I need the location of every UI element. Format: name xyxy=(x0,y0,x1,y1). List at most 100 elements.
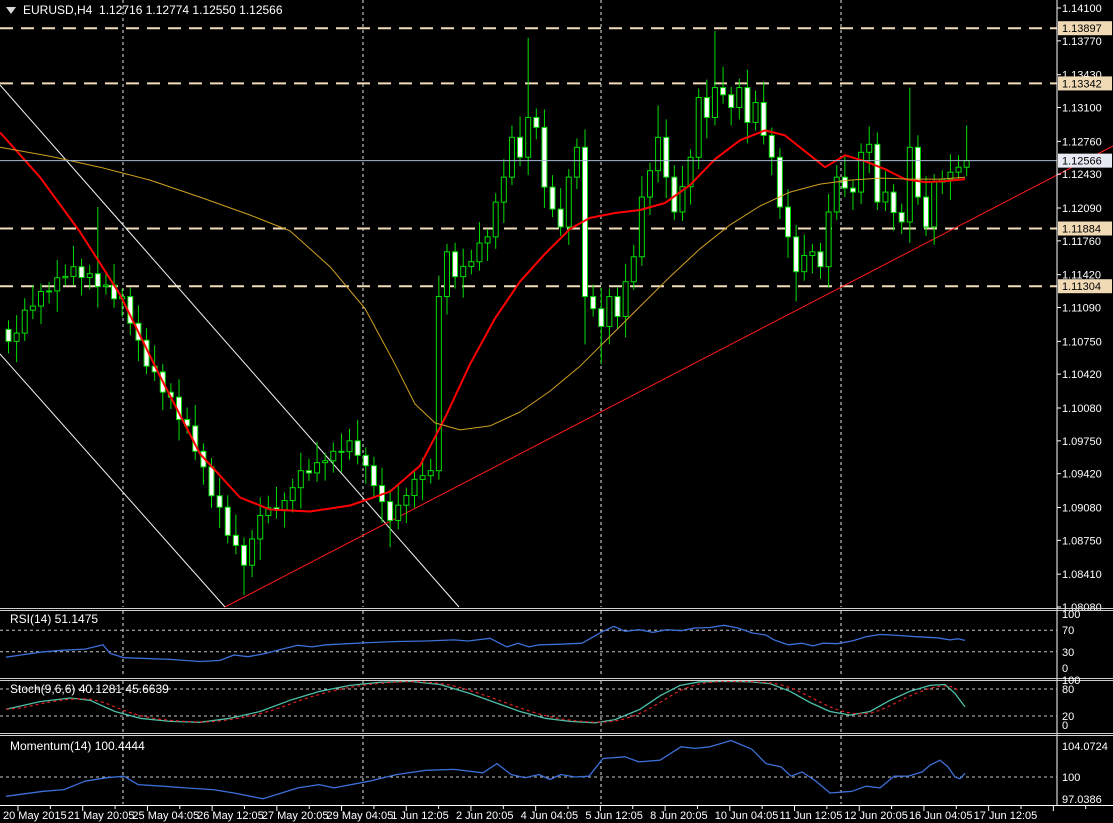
bid-price-tag xyxy=(1058,153,1112,168)
bull-candle xyxy=(435,296,442,472)
bull-candle xyxy=(630,256,637,283)
bull-candle xyxy=(736,87,743,109)
bull-candle xyxy=(419,475,426,480)
indicator-axis-label: 100 xyxy=(1062,772,1080,784)
bear-candle xyxy=(387,501,394,521)
bull-candle xyxy=(679,186,686,213)
panel-separators xyxy=(0,608,1113,806)
time-tick-label: 4 Jun 04:05 xyxy=(521,810,579,822)
bear-candle xyxy=(744,87,751,123)
bear-candle xyxy=(663,136,670,178)
bull-candle xyxy=(54,277,61,292)
bear-candle xyxy=(94,273,101,288)
bull-candle xyxy=(281,500,288,511)
bull-candle xyxy=(638,196,645,258)
bull-candle xyxy=(395,504,402,521)
trendline-channel-lower xyxy=(0,353,226,608)
bull-candle xyxy=(46,290,53,293)
bear-candle xyxy=(720,87,727,96)
bull-candle xyxy=(801,254,808,273)
bear-candle xyxy=(541,126,548,188)
bear-candle xyxy=(354,440,361,456)
price-tick-label: 1.13770 xyxy=(1062,36,1102,48)
bear-candle xyxy=(232,534,239,546)
price-tick-label: 1.11090 xyxy=(1062,303,1101,315)
time-tick-label: 17 Jun 12:05 xyxy=(974,810,1038,822)
hline-price-tag xyxy=(1058,221,1112,236)
bull-candle xyxy=(809,251,816,256)
indicator-axis-label: 100 xyxy=(1062,609,1080,621)
rsi-panel xyxy=(0,624,1057,663)
ohlc-header: EURUSD,H4 1.12716 1.12774 1.12550 1.1256… xyxy=(6,3,283,17)
price-tick-label: 1.10750 xyxy=(1062,336,1102,348)
bull-candle xyxy=(655,136,662,172)
bear-candle xyxy=(817,251,824,268)
bull-candle xyxy=(622,281,629,317)
bull-candle xyxy=(500,176,507,203)
bear-candle xyxy=(557,208,564,228)
bull-candle xyxy=(931,181,938,228)
bear-candle xyxy=(785,206,792,238)
price-tag-label: 1.13342 xyxy=(1062,78,1102,90)
bear-candle xyxy=(890,191,897,214)
bull-candle xyxy=(752,102,759,123)
symbol-dropdown-icon[interactable] xyxy=(6,6,16,14)
bull-candle xyxy=(882,191,889,203)
rsi-label: RSI(14) 51.1475 xyxy=(10,612,99,626)
stoch-label: Stoch(9,6,6) 40.1281 45.6639 xyxy=(10,682,169,696)
bull-candle xyxy=(525,116,532,158)
bear-candle xyxy=(728,94,735,109)
bull-candle xyxy=(947,171,954,180)
candles-layer xyxy=(5,30,970,596)
bull-candle xyxy=(70,266,77,277)
time-tick-label: 21 May 20:05 xyxy=(68,810,135,822)
stoch-panel xyxy=(0,681,1057,724)
price-tag-label: 1.12566 xyxy=(1062,156,1102,168)
time-tick-label: 5 Jun 12:05 xyxy=(585,810,643,822)
bear-candle xyxy=(768,134,775,158)
stoch-signal-line xyxy=(5,681,961,723)
bull-candle xyxy=(37,291,44,307)
ohlc-header-text: EURUSD,H4 1.12716 1.12774 1.12550 1.1256… xyxy=(23,3,283,17)
bull-candle xyxy=(460,265,467,278)
bear-candle xyxy=(362,454,369,467)
bear-candle xyxy=(841,176,848,189)
time-tick-label: 2 Jun 20:05 xyxy=(456,810,513,822)
momentum-label: Momentum(14) 100.4444 xyxy=(10,739,145,753)
price-tick-label: 1.12430 xyxy=(1062,169,1102,181)
bull-candle xyxy=(13,332,20,342)
price-tick-label: 1.08410 xyxy=(1062,569,1102,581)
bear-candle xyxy=(240,544,247,566)
ma-fast-red xyxy=(0,129,966,513)
time-tick-label: 27 May 20:05 xyxy=(262,810,329,822)
hline-price-tag xyxy=(1058,21,1112,36)
bear-candle xyxy=(549,186,556,210)
price-axis[interactable]: 1.141001.137701.134301.131001.127601.124… xyxy=(1056,0,1112,805)
time-tick-label: 26 May 12:05 xyxy=(197,810,264,822)
hline-price-tag xyxy=(1058,76,1112,91)
price-tick-label: 1.11420 xyxy=(1062,270,1101,282)
bear-candle xyxy=(849,187,856,193)
bull-candle xyxy=(476,242,483,263)
bull-candle xyxy=(711,87,718,118)
bull-candle xyxy=(346,440,353,453)
price-tick-label: 1.13100 xyxy=(1062,103,1102,115)
price-tick-label: 1.10080 xyxy=(1062,403,1102,415)
bear-candle xyxy=(305,470,312,474)
bull-candle xyxy=(29,305,36,311)
price-tag-label: 1.11304 xyxy=(1062,281,1101,293)
indicator-axis-label: 97.0386 xyxy=(1062,794,1102,806)
bull-candle xyxy=(906,146,913,223)
bear-candle xyxy=(78,266,85,279)
bull-candle xyxy=(858,151,865,193)
bull-candle xyxy=(62,275,69,279)
time-tick-label: 16 Jun 04:05 xyxy=(909,810,973,822)
price-tick-label: 1.12760 xyxy=(1062,136,1102,148)
momentum-line xyxy=(5,739,966,800)
indicator-axis-label: 20 xyxy=(1062,711,1074,723)
bull-candle xyxy=(963,160,970,168)
